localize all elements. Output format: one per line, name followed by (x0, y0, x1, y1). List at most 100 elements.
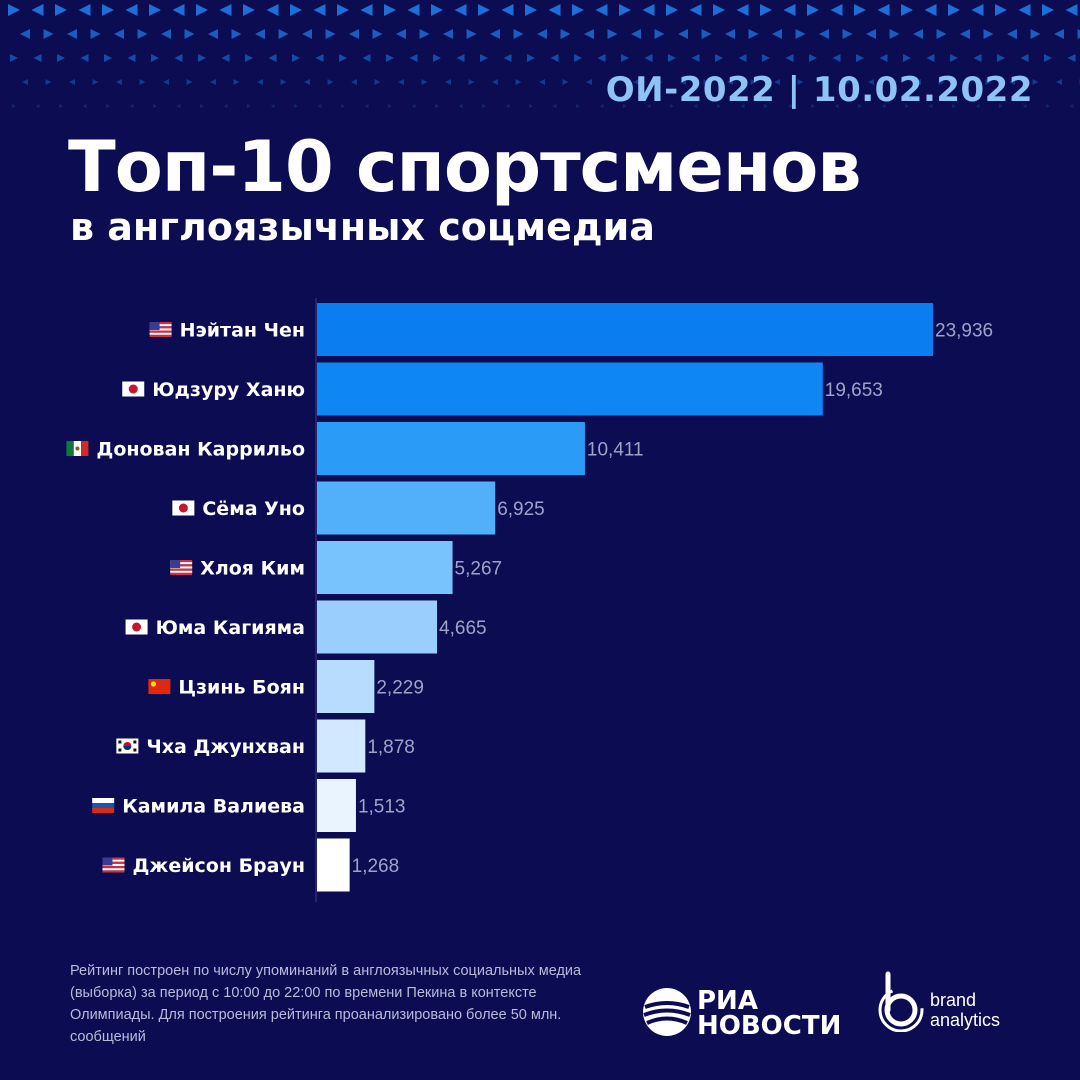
pattern-triangle (478, 4, 490, 16)
pattern-triangle (948, 4, 960, 16)
pattern-triangle (149, 4, 161, 16)
value-label: 5,267 (455, 559, 503, 580)
pattern-triangle (266, 4, 279, 16)
flag-mx-icon (66, 441, 89, 456)
pattern-triangle (560, 29, 571, 39)
pattern-triangle (1020, 54, 1029, 62)
value-label: 10,411 (587, 440, 644, 461)
pattern-triangle (219, 4, 232, 16)
pattern-triangle (631, 29, 641, 39)
pattern-triangle (1046, 104, 1050, 108)
pattern-triangle (936, 29, 947, 39)
pattern-triangle (45, 79, 52, 85)
bar-9 (317, 779, 356, 832)
pattern-triangle (584, 29, 594, 39)
bar-7 (317, 660, 375, 713)
pattern-triangle (999, 104, 1003, 108)
pattern-triangle (1018, 4, 1031, 16)
category-label: Хлоя Ким (200, 558, 305, 580)
pattern-triangle (466, 29, 477, 39)
value-label: 1,513 (358, 797, 406, 818)
pattern-triangle (174, 54, 183, 62)
category-label: Нэйтан Чен (180, 320, 305, 342)
pattern-triangle (419, 29, 430, 39)
pattern-triangle (928, 104, 933, 108)
pattern-triangle (372, 29, 383, 39)
pattern-triangle (693, 104, 698, 108)
pattern-triangle (858, 104, 862, 108)
pattern-triangle (243, 4, 255, 16)
flag-jp-icon (125, 619, 148, 635)
pattern-triangle (1042, 4, 1054, 16)
category-label: Камила Валиева (122, 796, 305, 818)
pattern-triangle (856, 54, 864, 62)
bar-1 (317, 303, 933, 356)
pattern-triangle (22, 79, 28, 85)
pattern-triangle (482, 104, 486, 108)
pattern-triangle (163, 79, 169, 85)
pattern-triangle (901, 4, 913, 16)
pattern-triangle (866, 29, 876, 39)
pattern-triangle (421, 79, 428, 85)
pattern-triangle (891, 79, 898, 85)
pattern-triangle (1007, 29, 1017, 39)
page-title: Топ-10 спортсменов (68, 126, 862, 208)
ba-logo-line1: brand (930, 990, 977, 1010)
pattern-triangle (210, 79, 216, 85)
pattern-triangle (691, 54, 700, 62)
pattern-triangle (548, 4, 561, 16)
bar-3 (317, 422, 585, 475)
pattern-triangle (490, 29, 500, 39)
pattern-triangle (102, 4, 114, 16)
pattern-triangle (854, 4, 866, 16)
pattern-triangle (82, 104, 87, 108)
flag-us-icon (102, 857, 125, 873)
bar-6 (317, 600, 438, 654)
pattern-triangle (454, 4, 467, 16)
pattern-triangle (362, 54, 371, 62)
pattern-triangle (1069, 104, 1074, 108)
pattern-triangle (431, 4, 443, 16)
pattern-triangle (772, 29, 782, 39)
pattern-triangle (245, 54, 253, 62)
methodology-footnote: Рейтинг построен по числу упоминаний в а… (70, 963, 582, 1045)
pattern-triangle (327, 79, 334, 85)
pattern-triangle (715, 54, 723, 62)
pattern-triangle (137, 29, 148, 39)
pattern-triangle (656, 79, 663, 85)
pattern-triangle (513, 29, 524, 39)
flag-us-icon (149, 322, 172, 337)
category-label: Юдзуру Ханю (152, 379, 305, 401)
pattern-triangle (811, 104, 815, 108)
pattern-triangle (433, 54, 441, 62)
pattern-triangle (292, 54, 300, 62)
decorative-triangle-pattern (8, 4, 1080, 108)
pattern-triangle (1030, 29, 1041, 39)
pattern-triangle (198, 54, 206, 62)
pattern-triangle (1065, 4, 1078, 16)
pattern-triangle (458, 104, 463, 108)
pattern-triangle (680, 79, 686, 85)
pattern-triangle (223, 104, 228, 108)
pattern-triangle (740, 104, 745, 108)
pattern-triangle (67, 29, 77, 39)
ria-globe-icon (643, 988, 691, 1036)
category-label: Донован Каррильо (96, 439, 305, 461)
bar-chart: 23,936 Нэйтан Чен 19,653 Юдзуру Ханю 10,411 Д… (66, 298, 993, 902)
pattern-triangle (881, 104, 886, 108)
pattern-triangle (960, 29, 970, 39)
pattern-triangle (409, 54, 418, 62)
pattern-triangle (537, 29, 547, 39)
pattern-triangle (905, 104, 909, 108)
pattern-triangle (950, 54, 958, 62)
pattern-triangle (57, 54, 65, 62)
pattern-triangle (623, 104, 627, 108)
pattern-triangle (59, 104, 63, 108)
pattern-triangle (313, 4, 326, 16)
pattern-triangle (595, 4, 608, 16)
flag-us-icon (170, 560, 193, 575)
pattern-triangle (525, 4, 537, 16)
pattern-triangle (161, 29, 171, 39)
pattern-triangle (903, 54, 911, 62)
pattern-triangle (619, 4, 631, 16)
